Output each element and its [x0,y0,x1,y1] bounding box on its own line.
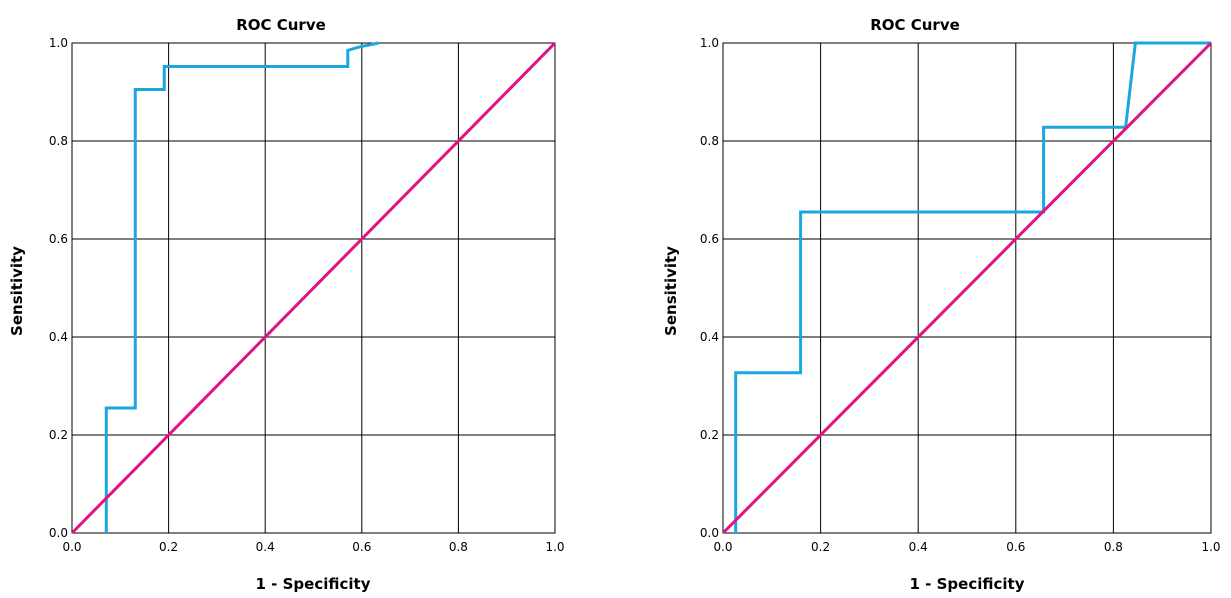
y-tick-label: 1.0 [700,36,719,50]
roc-chart-right: ROC Curve 1 - Specificity Sensitivity 0.… [615,0,1230,598]
grid-lines [71,42,556,534]
roc-chart-left: ROC Curve 1 - Specificity Sensitivity 0.… [0,0,615,598]
roc-curve [104,41,380,533]
reference-line [70,41,557,535]
x-tick-label: 0.6 [352,540,371,554]
x-tick-label: 0.8 [1104,540,1123,554]
x-axis-title: 1 - Specificity [256,575,371,593]
y-tick-label: 0.2 [700,428,719,442]
y-axis-title: Sensitivity [8,246,26,336]
x-tick-label: 1.0 [545,540,564,554]
y-tick-label: 1.0 [49,36,68,50]
y-tick-label: 0.0 [700,526,719,540]
y-tick-label: 0.8 [49,134,68,148]
x-tick-label: 0.6 [1006,540,1025,554]
x-axis-title: 1 - Specificity [910,575,1025,593]
plot-frame [71,42,556,534]
grid-lines [722,42,1212,534]
roc-chart-left-svg: ROC Curve 1 - Specificity Sensitivity 0.… [8,16,565,593]
chart-title: ROC Curve [870,16,960,34]
x-tick-label: 0.2 [811,540,830,554]
y-tick-label: 0.4 [49,330,68,344]
x-tick-label: 0.2 [159,540,178,554]
chart-title: ROC Curve [236,16,326,34]
x-tick-label: 0.0 [62,540,81,554]
plot-frame [722,42,1212,534]
y-tick-label: 0.8 [700,134,719,148]
y-tick-label: 0.0 [49,526,68,540]
x-tick-label: 0.0 [713,540,732,554]
y-tick-label: 0.6 [700,232,719,246]
roc-chart-right-svg: ROC Curve 1 - Specificity Sensitivity 0.… [662,16,1221,593]
x-tick-label: 0.8 [449,540,468,554]
x-tick-label: 0.4 [256,540,275,554]
y-tick-label: 0.4 [700,330,719,344]
y-tick-label: 0.6 [49,232,68,246]
x-tick-label: 0.4 [909,540,928,554]
reference-line [721,41,1213,535]
y-tick-label: 0.2 [49,428,68,442]
x-tick-label: 1.0 [1201,540,1220,554]
y-axis-title: Sensitivity [662,246,680,336]
